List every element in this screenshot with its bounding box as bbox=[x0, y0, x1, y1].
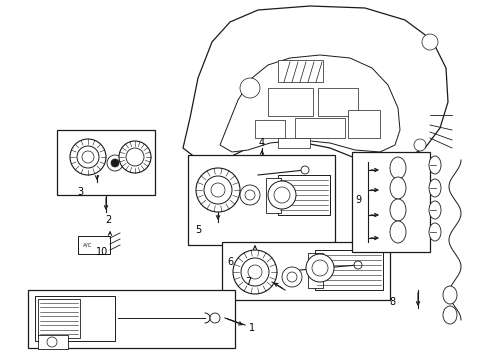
Circle shape bbox=[413, 139, 425, 151]
Circle shape bbox=[70, 139, 106, 175]
Bar bbox=[307, 253, 323, 288]
Bar bbox=[35, 296, 115, 341]
Bar bbox=[351, 152, 429, 252]
Text: A/C: A/C bbox=[83, 243, 93, 248]
Ellipse shape bbox=[389, 199, 405, 221]
Circle shape bbox=[77, 146, 99, 168]
Circle shape bbox=[111, 159, 119, 167]
Circle shape bbox=[126, 148, 143, 166]
Circle shape bbox=[210, 183, 224, 197]
Text: 10: 10 bbox=[96, 247, 108, 257]
Polygon shape bbox=[183, 6, 447, 162]
Circle shape bbox=[421, 34, 437, 50]
Ellipse shape bbox=[442, 286, 456, 304]
Bar bbox=[294, 118, 345, 138]
Circle shape bbox=[244, 190, 254, 200]
Bar bbox=[314, 250, 382, 290]
Circle shape bbox=[247, 265, 262, 279]
Circle shape bbox=[82, 151, 94, 163]
Text: 1: 1 bbox=[248, 323, 255, 333]
Circle shape bbox=[305, 254, 333, 282]
Bar bbox=[267, 88, 312, 116]
Ellipse shape bbox=[428, 179, 440, 197]
Circle shape bbox=[353, 261, 361, 269]
Circle shape bbox=[240, 78, 260, 98]
Bar bbox=[254, 120, 285, 138]
Polygon shape bbox=[220, 55, 399, 152]
Bar bbox=[347, 110, 379, 138]
Circle shape bbox=[232, 250, 276, 294]
Bar bbox=[38, 299, 80, 338]
Bar bbox=[278, 60, 323, 82]
Bar bbox=[57, 130, 155, 195]
Circle shape bbox=[241, 258, 268, 286]
Circle shape bbox=[203, 176, 231, 204]
Ellipse shape bbox=[389, 177, 405, 199]
Circle shape bbox=[301, 166, 308, 174]
Text: 5: 5 bbox=[195, 225, 201, 235]
Text: 8: 8 bbox=[388, 297, 394, 307]
Bar bbox=[317, 88, 357, 116]
Bar bbox=[222, 242, 389, 300]
Text: 4: 4 bbox=[259, 138, 264, 148]
Bar bbox=[38, 335, 68, 349]
Bar bbox=[78, 236, 110, 254]
Ellipse shape bbox=[389, 221, 405, 243]
Circle shape bbox=[196, 168, 240, 212]
Circle shape bbox=[267, 181, 295, 209]
Bar bbox=[278, 138, 309, 148]
Circle shape bbox=[286, 272, 296, 282]
Bar bbox=[28, 290, 235, 348]
Text: 6: 6 bbox=[226, 257, 233, 267]
Circle shape bbox=[107, 155, 123, 171]
Circle shape bbox=[119, 141, 151, 173]
Ellipse shape bbox=[442, 306, 456, 324]
Bar bbox=[187, 155, 334, 245]
Bar bbox=[278, 175, 329, 215]
Bar bbox=[265, 178, 281, 213]
Ellipse shape bbox=[428, 201, 440, 219]
Text: 3: 3 bbox=[77, 187, 83, 197]
Text: 9: 9 bbox=[354, 195, 360, 205]
Circle shape bbox=[240, 185, 260, 205]
Circle shape bbox=[282, 267, 302, 287]
Circle shape bbox=[311, 260, 327, 276]
Circle shape bbox=[47, 337, 57, 347]
Text: 7: 7 bbox=[244, 277, 251, 287]
Text: 2: 2 bbox=[104, 215, 111, 225]
Ellipse shape bbox=[428, 156, 440, 174]
Ellipse shape bbox=[389, 157, 405, 179]
Ellipse shape bbox=[428, 223, 440, 241]
Circle shape bbox=[209, 313, 220, 323]
Circle shape bbox=[273, 187, 289, 203]
